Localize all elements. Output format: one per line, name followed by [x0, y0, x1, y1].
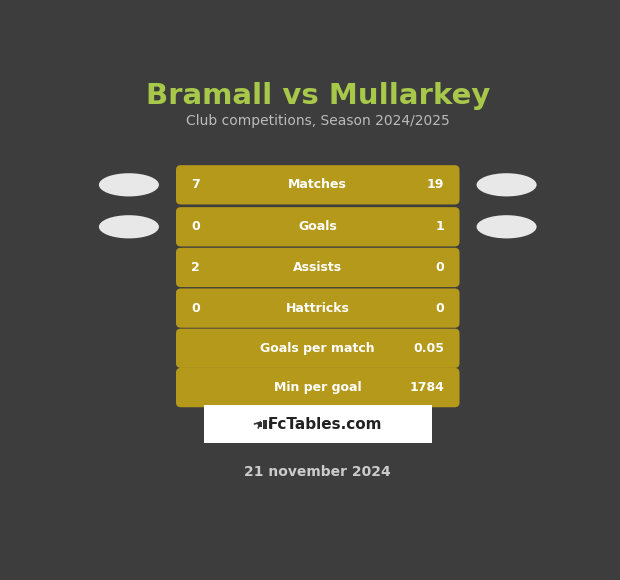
Ellipse shape	[477, 173, 537, 197]
Text: Club competitions, Season 2024/2025: Club competitions, Season 2024/2025	[186, 114, 450, 128]
Text: 0.05: 0.05	[413, 342, 444, 355]
Text: FcTables.com: FcTables.com	[267, 417, 382, 432]
Text: 19: 19	[427, 178, 444, 191]
Text: 21 november 2024: 21 november 2024	[244, 465, 391, 478]
FancyBboxPatch shape	[176, 248, 459, 287]
Text: Min per goal: Min per goal	[274, 381, 361, 394]
Text: Goals: Goals	[298, 220, 337, 233]
Ellipse shape	[99, 173, 159, 197]
Ellipse shape	[477, 215, 537, 238]
FancyBboxPatch shape	[268, 421, 272, 428]
Text: Assists: Assists	[293, 261, 342, 274]
Text: 1: 1	[435, 220, 444, 233]
Text: Hattricks: Hattricks	[286, 302, 350, 314]
Text: 0: 0	[435, 302, 444, 314]
Text: 2: 2	[192, 261, 200, 274]
FancyBboxPatch shape	[258, 422, 262, 427]
FancyBboxPatch shape	[176, 329, 459, 368]
Ellipse shape	[99, 215, 159, 238]
Text: Bramall vs Mullarkey: Bramall vs Mullarkey	[146, 82, 490, 110]
Text: 7: 7	[192, 178, 200, 191]
Text: 1784: 1784	[409, 381, 444, 394]
Text: 0: 0	[192, 302, 200, 314]
FancyBboxPatch shape	[264, 420, 267, 429]
FancyBboxPatch shape	[204, 405, 432, 443]
Text: Matches: Matches	[288, 178, 347, 191]
FancyBboxPatch shape	[176, 368, 459, 407]
Text: 0: 0	[435, 261, 444, 274]
FancyBboxPatch shape	[176, 165, 459, 205]
FancyBboxPatch shape	[176, 288, 459, 328]
Text: Goals per match: Goals per match	[260, 342, 375, 355]
Text: 0: 0	[192, 220, 200, 233]
FancyBboxPatch shape	[176, 207, 459, 246]
